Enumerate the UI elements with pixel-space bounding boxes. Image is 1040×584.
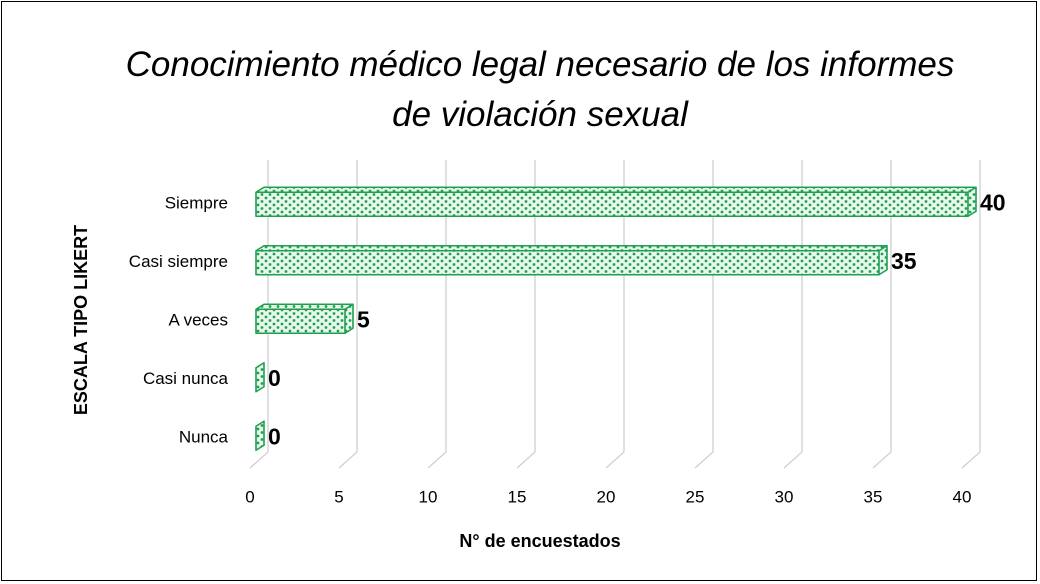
x-tick-label: 20 — [597, 487, 616, 506]
y-tick-label: Nunca — [179, 428, 229, 447]
y-tick-label: A veces — [168, 311, 228, 330]
bar — [255, 420, 265, 452]
x-tick-label: 40 — [953, 487, 972, 506]
data-label: 35 — [891, 248, 917, 274]
x-axis-title: N° de encuestados — [459, 531, 620, 551]
data-label: 5 — [357, 306, 370, 332]
data-label: 0 — [268, 423, 281, 449]
x-tick-label: 35 — [864, 487, 883, 506]
x-tick-label: 30 — [775, 487, 794, 506]
y-tick-label: Siempre — [165, 194, 228, 213]
x-tick-label: 25 — [686, 487, 705, 506]
bar — [255, 303, 354, 335]
x-tick-label: 5 — [334, 487, 343, 506]
y-axis-title: ESCALA TIPO LIKERT — [71, 225, 91, 415]
chart-title: Conocimiento médico legal necesario de l… — [125, 45, 955, 134]
x-tick-label: 15 — [508, 487, 527, 506]
x-tick-label: 10 — [419, 487, 438, 506]
data-label: 40 — [980, 189, 1006, 215]
bar — [255, 244, 888, 276]
bar — [255, 186, 977, 218]
x-tick-label: 0 — [245, 487, 254, 506]
grid-line — [872, 160, 892, 469]
grid-line — [961, 160, 981, 469]
data-label: 0 — [268, 365, 281, 391]
y-tick-label: Casi nunca — [143, 369, 229, 388]
bar — [255, 361, 265, 393]
y-tick-label: Casi siempre — [129, 252, 228, 271]
